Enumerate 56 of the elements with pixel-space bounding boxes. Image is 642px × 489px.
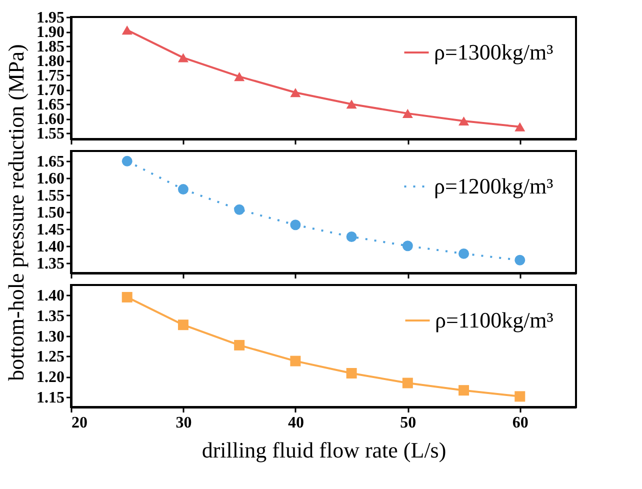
point bbox=[178, 320, 188, 330]
x-tick-label: 30 bbox=[176, 414, 192, 432]
y-tick-label: 1.55 bbox=[36, 126, 64, 143]
point bbox=[290, 356, 301, 366]
point bbox=[122, 292, 132, 302]
x-tick-label: 40 bbox=[288, 414, 304, 432]
point bbox=[290, 88, 301, 98]
y-tick-label: 1.95 bbox=[36, 10, 64, 26]
x-tick-label: 60 bbox=[512, 414, 528, 432]
y-axis-title: bottom-hole pressure reduction (MPa) bbox=[4, 44, 28, 381]
point bbox=[346, 232, 357, 242]
y-tick-label: 1.85 bbox=[36, 38, 64, 56]
point bbox=[458, 116, 470, 126]
x-tick-label: 20 bbox=[72, 414, 88, 432]
y-tick-label: 1.45 bbox=[36, 221, 64, 238]
y-tick-label: 1.20 bbox=[36, 369, 64, 386]
point bbox=[234, 204, 245, 215]
point bbox=[402, 378, 413, 388]
x-tick-label: 50 bbox=[400, 414, 416, 432]
y-tick-label: 1.65 bbox=[36, 96, 64, 114]
y-tick-label: 1.60 bbox=[36, 170, 64, 188]
y-tick-label: 1.80 bbox=[36, 53, 64, 70]
y-tick-label: 1.40 bbox=[36, 288, 64, 305]
x-axis-title: drilling fluid flow rate (L/s) bbox=[202, 438, 446, 462]
legend-label: ρ=1100kg/m³ bbox=[435, 308, 554, 332]
point bbox=[458, 385, 470, 396]
y-tick-label: 1.35 bbox=[36, 308, 64, 325]
point bbox=[514, 391, 526, 402]
point bbox=[346, 100, 357, 109]
point bbox=[178, 53, 188, 62]
point bbox=[514, 122, 526, 132]
y-tick-label: 1.50 bbox=[36, 204, 64, 222]
point bbox=[290, 220, 301, 230]
point bbox=[122, 156, 132, 166]
y-tick-label: 1.65 bbox=[36, 154, 64, 171]
y-tick-label: 1.70 bbox=[36, 82, 64, 100]
point bbox=[458, 248, 470, 259]
legend-label: ρ=1300kg/m³ bbox=[434, 40, 554, 64]
y-tick-label: 1.15 bbox=[36, 389, 64, 406]
y-tick-label: 1.60 bbox=[36, 111, 64, 128]
point bbox=[234, 340, 245, 350]
point bbox=[402, 240, 413, 252]
point bbox=[122, 26, 132, 35]
y-tick-label: 1.30 bbox=[36, 328, 64, 346]
y-tick-label: 1.25 bbox=[36, 348, 64, 366]
point bbox=[346, 368, 357, 378]
y-tick-label: 1.75 bbox=[36, 68, 64, 85]
point bbox=[514, 254, 526, 266]
point bbox=[402, 108, 413, 118]
y-tick-label: 1.55 bbox=[36, 188, 64, 205]
legend-label: ρ=1200kg/m³ bbox=[434, 174, 554, 198]
y-tick-label: 1.90 bbox=[36, 24, 64, 42]
point bbox=[234, 72, 245, 82]
y-tick-label: 1.35 bbox=[36, 255, 64, 272]
point bbox=[178, 184, 188, 195]
y-tick-label: 1.40 bbox=[36, 238, 64, 256]
